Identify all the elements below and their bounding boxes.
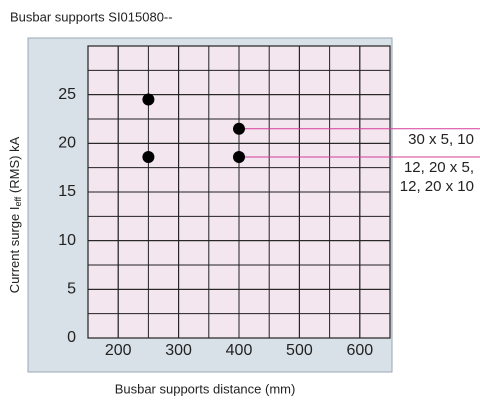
x-tick-label: 200 [105,342,132,359]
y-label-prefix: Current surge I [7,207,22,294]
point [142,93,155,106]
annotation: 12, 20 x 10 [400,178,474,195]
y-label-subscript: eff [13,196,23,206]
x-tick-label: 500 [286,342,313,359]
y-tick-label: 25 [58,86,76,103]
y-tick-label: 0 [67,329,76,346]
y-tick-label: 5 [67,281,76,298]
annotation: 12, 20 x 5, [404,159,474,176]
point [233,150,245,163]
y-tick-label: 15 [58,183,76,200]
point [233,122,245,135]
y-tick-label: 10 [58,232,76,249]
y-tick-label: 20 [58,135,76,152]
x-tick-label: 400 [226,342,253,359]
chart-title: Busbar supports SI015080-- [10,9,173,24]
x-axis-label: Busbar supports distance (mm) [115,381,296,396]
x-tick-label: 600 [346,342,373,359]
y-axis-label: Current surge Ieff (RMS) kA [7,136,23,293]
y-label-suffix: (RMS) kA [7,136,22,196]
annotation: 30 x 5, 10 [408,131,474,148]
point [142,150,155,163]
x-tick-label: 300 [165,342,192,359]
